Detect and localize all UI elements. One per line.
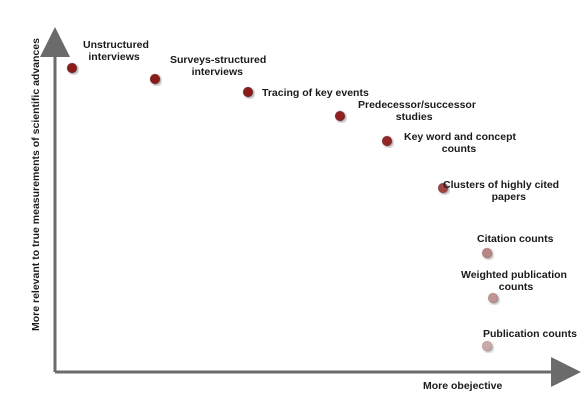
data-point-label-line: Unstructured xyxy=(83,39,149,51)
data-point-label-line: Surveys-structured xyxy=(170,54,266,66)
data-point-label-9: Publication counts xyxy=(483,328,577,340)
data-point-label-line: Publication counts xyxy=(483,328,577,340)
data-point-label-4: Predecessor/successor studies xyxy=(358,99,476,123)
data-point-label-line: counts xyxy=(442,143,477,155)
data-point-label-line: Citation counts xyxy=(477,233,554,245)
data-point-label-line: Key word and concept xyxy=(404,131,517,143)
scatter-points: Unstructured interviews Surveys-structured… xyxy=(66,39,577,352)
data-point-label-line: interviews xyxy=(88,51,140,63)
data-point-label-5: Key word and concept counts xyxy=(404,131,517,155)
data-point-1 xyxy=(66,62,78,74)
data-point-label-6: Clusters of highly cited papers xyxy=(443,179,559,203)
data-point-label-8: Weighted publication counts xyxy=(461,269,567,293)
data-point-3 xyxy=(242,86,254,98)
data-point-6 xyxy=(437,182,449,194)
data-point-label-2: Surveys-structured interviews xyxy=(170,54,266,78)
data-point-9 xyxy=(481,340,493,352)
y-axis-label: More relevant to true measurements of sc… xyxy=(30,38,42,331)
data-point-label-line: interviews xyxy=(192,66,244,78)
data-point-label-line: papers xyxy=(492,191,527,203)
data-point-4 xyxy=(334,110,346,122)
data-point-label-7: Citation counts xyxy=(477,233,554,245)
data-point-label-3: Tracing of key events xyxy=(262,87,369,99)
data-point-8 xyxy=(487,292,499,304)
data-point-label-line: studies xyxy=(396,111,433,123)
data-point-label-line: Tracing of key events xyxy=(262,87,369,99)
data-point-label-line: counts xyxy=(499,281,534,293)
data-point-label-line: Weighted publication xyxy=(461,269,567,281)
data-point-5 xyxy=(381,135,393,147)
x-axis-label: More obejective xyxy=(423,380,503,392)
data-point-label-line: Clusters of highly cited xyxy=(443,179,559,191)
data-point-2 xyxy=(149,73,161,85)
data-point-label-line: Predecessor/successor xyxy=(358,99,476,111)
data-point-7 xyxy=(481,247,493,259)
data-point-label-1: Unstructured interviews xyxy=(83,39,149,63)
